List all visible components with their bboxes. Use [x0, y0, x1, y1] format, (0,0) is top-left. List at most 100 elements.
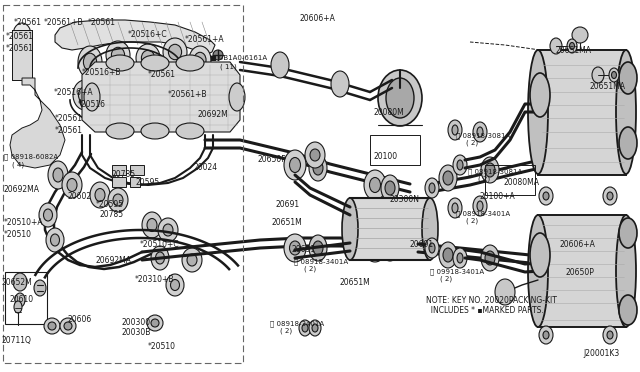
Text: 20711Q: 20711Q	[2, 336, 32, 345]
Text: 20030B: 20030B	[122, 328, 152, 337]
Ellipse shape	[64, 322, 72, 330]
Ellipse shape	[543, 192, 549, 200]
Ellipse shape	[147, 218, 157, 231]
Ellipse shape	[539, 187, 553, 205]
Bar	[538, 215, 626, 327]
Ellipse shape	[302, 324, 308, 332]
Text: ( 11): ( 11)	[220, 63, 237, 70]
Ellipse shape	[313, 161, 323, 175]
Text: *20510+A: *20510+A	[4, 218, 44, 227]
Ellipse shape	[176, 55, 204, 71]
Ellipse shape	[53, 168, 63, 182]
Ellipse shape	[141, 50, 155, 66]
Ellipse shape	[448, 198, 462, 218]
Ellipse shape	[481, 245, 499, 271]
Text: *20561+B: *20561+B	[168, 90, 207, 99]
Ellipse shape	[13, 23, 31, 47]
Ellipse shape	[619, 62, 637, 94]
Ellipse shape	[611, 71, 616, 78]
Ellipse shape	[603, 187, 617, 205]
Ellipse shape	[309, 320, 321, 336]
Ellipse shape	[619, 127, 637, 159]
Ellipse shape	[111, 47, 125, 63]
Ellipse shape	[619, 295, 637, 325]
Ellipse shape	[309, 155, 327, 181]
Ellipse shape	[310, 149, 320, 161]
Ellipse shape	[592, 67, 604, 83]
Ellipse shape	[13, 56, 31, 80]
Text: 20100: 20100	[374, 152, 398, 161]
Ellipse shape	[176, 123, 204, 139]
Ellipse shape	[364, 234, 386, 262]
Bar	[370, 135, 420, 165]
Text: ( 2): ( 2)	[466, 140, 478, 147]
Ellipse shape	[619, 218, 637, 248]
Ellipse shape	[452, 125, 458, 135]
Ellipse shape	[572, 27, 588, 43]
Text: *20561: *20561	[6, 32, 34, 41]
Ellipse shape	[539, 326, 553, 344]
Ellipse shape	[141, 55, 169, 71]
Ellipse shape	[429, 243, 435, 253]
Text: 20692MA: 20692MA	[4, 185, 40, 194]
Text: ( 2): ( 2)	[466, 218, 478, 224]
Ellipse shape	[51, 234, 60, 246]
Text: 20651M: 20651M	[272, 218, 303, 227]
Text: *20561+B: *20561+B	[44, 18, 83, 27]
Bar	[350, 198, 430, 260]
Bar	[130, 165, 144, 175]
Text: 20595: 20595	[136, 178, 160, 187]
Ellipse shape	[543, 331, 549, 339]
Ellipse shape	[13, 273, 27, 291]
Text: Ⓝ 08918-3081A: Ⓝ 08918-3081A	[456, 132, 510, 139]
Text: 20650P: 20650P	[566, 268, 595, 277]
Ellipse shape	[607, 331, 613, 339]
Ellipse shape	[477, 201, 483, 211]
Ellipse shape	[139, 81, 151, 95]
Text: 20300N: 20300N	[390, 195, 420, 204]
Ellipse shape	[106, 41, 130, 69]
Ellipse shape	[163, 38, 187, 66]
Text: *20510+C: *20510+C	[140, 240, 180, 249]
Text: ( 2): ( 2)	[280, 328, 292, 334]
Text: Ⓝ 08918-3081A: Ⓝ 08918-3081A	[468, 168, 522, 174]
Text: NOTE: KEY NO. 20020PACKING-KIT: NOTE: KEY NO. 20020PACKING-KIT	[426, 296, 557, 305]
Ellipse shape	[528, 50, 548, 174]
Bar	[538, 50, 626, 175]
Ellipse shape	[34, 280, 46, 296]
Text: 20785: 20785	[112, 170, 136, 179]
Text: 20606: 20606	[68, 315, 92, 324]
Ellipse shape	[106, 55, 134, 71]
Ellipse shape	[67, 179, 77, 192]
Ellipse shape	[48, 161, 68, 189]
Ellipse shape	[44, 318, 60, 334]
Text: Ⓝ 08918-3401A: Ⓝ 08918-3401A	[270, 320, 324, 327]
Ellipse shape	[168, 44, 182, 60]
Ellipse shape	[136, 44, 160, 72]
Text: J20001K3: J20001K3	[584, 349, 620, 358]
Text: ( 2): ( 2)	[304, 266, 316, 273]
Ellipse shape	[570, 42, 575, 49]
Ellipse shape	[453, 155, 467, 175]
Ellipse shape	[151, 319, 159, 327]
Text: 200300: 200300	[122, 318, 151, 327]
Ellipse shape	[385, 241, 395, 255]
Ellipse shape	[15, 293, 25, 307]
Ellipse shape	[312, 324, 318, 332]
Text: *20561: *20561	[55, 126, 83, 135]
Text: Ⓝ 08918-6082A: Ⓝ 08918-6082A	[4, 153, 58, 160]
Ellipse shape	[439, 165, 457, 191]
Ellipse shape	[213, 50, 223, 60]
Bar	[112, 165, 126, 175]
Text: *20516+B: *20516+B	[82, 68, 122, 77]
Ellipse shape	[194, 52, 206, 68]
Ellipse shape	[473, 196, 487, 216]
Text: *20516+C: *20516+C	[128, 30, 168, 39]
Ellipse shape	[528, 215, 548, 327]
Text: 20651M: 20651M	[340, 278, 371, 287]
Ellipse shape	[46, 228, 64, 252]
Ellipse shape	[289, 157, 301, 173]
Text: 20691: 20691	[275, 200, 299, 209]
Bar	[112, 177, 126, 187]
Ellipse shape	[113, 194, 123, 206]
